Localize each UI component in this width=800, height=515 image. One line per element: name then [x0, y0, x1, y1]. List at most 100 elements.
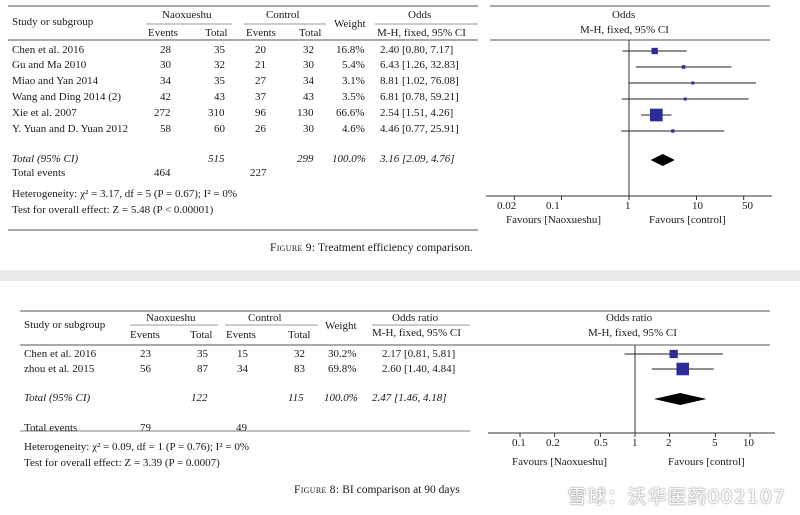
total-label: Total (95% CI) — [24, 392, 91, 404]
study-marker — [669, 349, 678, 359]
header-group1: Naoxueshu — [146, 312, 196, 324]
events-2: 37 — [255, 91, 266, 103]
total-weight: 100.0% — [332, 153, 366, 165]
watermark: 雪球：沃华医药002107 — [567, 486, 786, 508]
tick-label: 0.5 — [594, 437, 608, 449]
tick-label: 0.2 — [546, 437, 560, 449]
events-1: 28 — [160, 44, 171, 56]
total-n1: 515 — [208, 153, 225, 165]
total-events-1: 79 — [140, 422, 151, 434]
forest-plot-8 — [488, 345, 775, 437]
total-2: 43 — [303, 91, 314, 103]
study-name: Wang and Ding 2014 (2) — [12, 91, 122, 103]
figure-9-panel: Study or subgroup Naoxueshu Control Even… — [0, 0, 800, 270]
overall-effect: Test for overall effect: Z = 3.39 (P = 0… — [24, 457, 220, 469]
total-n2: 299 — [297, 153, 314, 165]
caption-label: Figure 9: — [270, 242, 316, 254]
weight: 3.1% — [342, 75, 365, 87]
weight: 66.6% — [336, 107, 365, 119]
odds-ci: 2.54 [1.51, 4.26] — [380, 107, 454, 119]
header-group1: Naoxueshu — [162, 9, 212, 21]
total-1: 310 — [208, 107, 225, 119]
forest-plot-9 — [486, 40, 772, 200]
header-events-2: Events — [226, 329, 256, 341]
plot-title: Odds — [612, 9, 636, 21]
odds-ci: 8.81 [1.02, 76.08] — [380, 75, 459, 87]
favours-left: Favours [Naoxueshu] — [512, 456, 608, 468]
header-study: Study or subgroup — [24, 319, 106, 331]
pooled-diamond — [650, 154, 675, 166]
study-name: Chen et al. 2016 — [24, 348, 97, 360]
figure-caption: Figure 9: Treatment efficiency compariso… — [270, 242, 473, 255]
total-2: 30 — [303, 123, 314, 135]
figure-caption: Figure 8: BI comparison at 90 days — [294, 484, 460, 497]
study-name: Xie et al. 2007 — [12, 107, 77, 119]
odds-ci: 4.46 [0.77, 25.91] — [380, 123, 459, 135]
study-marker — [691, 81, 695, 85]
events-1: 58 — [160, 123, 171, 135]
study-name: zhou et al. 2015 — [24, 363, 95, 375]
header-events-2: Events — [246, 27, 276, 39]
total-1: 32 — [214, 59, 225, 71]
total-events-label: Total events — [12, 167, 66, 179]
header-total-1: Total — [190, 329, 213, 341]
study-name: Chen et al. 2016 — [12, 44, 85, 56]
total-1: 60 — [214, 123, 225, 135]
favours-right: Favours [control] — [649, 214, 726, 226]
weight: 5.4% — [342, 59, 365, 71]
total-n2: 115 — [288, 392, 304, 404]
total-1: 35 — [214, 44, 225, 56]
plot-subtitle: M-H, fixed, 95% CI — [580, 24, 669, 36]
total-1: 35 — [214, 75, 225, 87]
total-2: 30 — [303, 59, 314, 71]
header-group2: Control — [266, 9, 300, 21]
events-2: 96 — [255, 107, 266, 119]
events-2: 34 — [237, 363, 248, 375]
events-1: 23 — [140, 348, 151, 360]
total-1: 43 — [214, 91, 225, 103]
header-or-title: Odds — [408, 9, 432, 21]
total-2: 83 — [294, 363, 305, 375]
study-marker — [681, 65, 686, 69]
events-2: 15 — [237, 348, 248, 360]
overall-effect: Test for overall effect: Z = 5.48 (P < 0… — [12, 204, 214, 216]
header-total-2: Total — [299, 27, 322, 39]
total-events-2: 49 — [236, 422, 247, 434]
plot-subtitle: M-H, fixed, 95% CI — [588, 327, 677, 339]
odds-ci: 6.43 [1.26, 32.83] — [380, 59, 459, 71]
header-group2: Control — [248, 312, 282, 324]
study-name: Gu and Ma 2010 — [12, 59, 87, 71]
plot-title: Odds ratio — [606, 312, 653, 324]
header-events-1: Events — [148, 27, 178, 39]
total-events-2: 227 — [250, 167, 267, 179]
tick-label: 0.1 — [512, 437, 526, 449]
caption-label: Figure 8: — [294, 484, 340, 496]
figure-8-lines — [20, 310, 775, 437]
header-total-2: Total — [288, 329, 311, 341]
caption-text: Treatment efficiency comparison. — [318, 242, 473, 254]
total-ci: 3.16 [2.09, 4.76] — [380, 153, 455, 165]
favours-right: Favours [control] — [668, 456, 745, 468]
header-or-title: Odds ratio — [392, 312, 439, 324]
header-or-sub: M-H, fixed, 95% CI — [377, 27, 466, 39]
header-events-1: Events — [130, 329, 160, 341]
total-n1: 122 — [191, 392, 208, 404]
odds-ci: 2.17 [0.81, 5.81] — [382, 348, 456, 360]
tick-label: 1 — [632, 437, 638, 449]
heterogeneity: Heterogeneity: χ² = 3.17, df = 5 (P = 0.… — [12, 188, 237, 200]
events-2: 20 — [255, 44, 266, 56]
weight: 30.2% — [328, 348, 357, 360]
study-marker — [676, 362, 689, 376]
odds-ci: 2.40 [0.80, 7.17] — [380, 44, 454, 56]
study-marker — [650, 108, 663, 122]
events-1: 42 — [160, 91, 171, 103]
tick-label: 10 — [743, 437, 754, 449]
total-2: 34 — [303, 75, 314, 87]
study-marker — [671, 129, 675, 133]
odds-ci: 2.60 [1.40, 4.84] — [382, 363, 456, 375]
pooled-diamond — [653, 393, 707, 405]
total-2: 32 — [294, 348, 305, 360]
tick-label: 2 — [666, 437, 672, 449]
header-weight: Weight — [334, 18, 366, 30]
total-2: 130 — [297, 107, 314, 119]
